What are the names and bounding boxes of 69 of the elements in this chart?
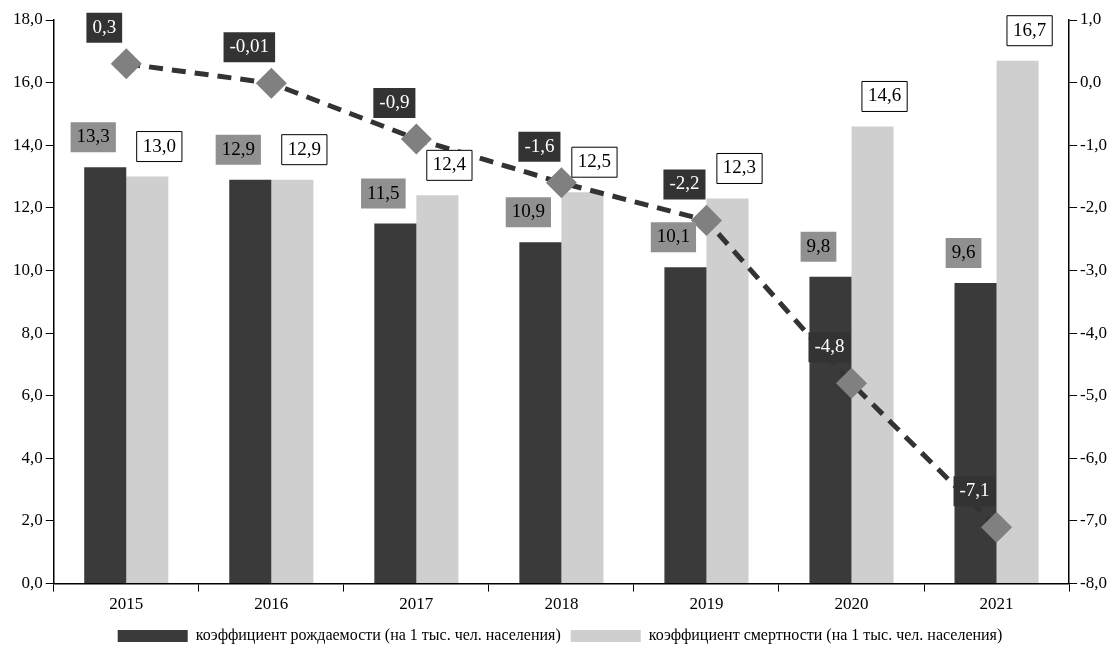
y2-tick-label: -8,0	[1080, 573, 1108, 593]
bar	[851, 126, 894, 584]
data-label: 12,3	[722, 156, 757, 178]
y2-tick-label: 1,0	[1080, 9, 1102, 29]
y-tick-label: 18,0	[13, 9, 43, 29]
y-tick-label: 8,0	[21, 322, 43, 342]
y2-tick-label: -1,0	[1080, 134, 1108, 154]
point	[401, 124, 431, 154]
point	[546, 168, 576, 198]
y2-tick-label: -7,0	[1080, 510, 1108, 530]
y2-tick-label: -2,0	[1080, 197, 1108, 217]
data-label: 0,3	[92, 15, 117, 37]
data-label: -4,8	[814, 335, 845, 357]
data-label: -0,9	[379, 90, 410, 112]
y-tick-label: 2,0	[21, 510, 43, 530]
data-label: 14,6	[867, 84, 902, 106]
data-label: 9,8	[806, 234, 831, 256]
point	[837, 368, 867, 398]
bar	[84, 167, 127, 584]
bar	[416, 195, 459, 584]
y2-tick-label: -4,0	[1080, 322, 1108, 342]
bar	[664, 267, 707, 584]
data-label: 12,9	[287, 137, 321, 159]
data-label: -7,1	[959, 479, 990, 501]
y-tick-label: 14,0	[13, 134, 43, 154]
x-tick-label: 2015	[109, 594, 144, 614]
y-tick-label: 16,0	[13, 72, 43, 92]
bar	[519, 242, 562, 584]
y-tick-label: 0,0	[21, 573, 43, 593]
x-tick-label: 2016	[254, 594, 289, 614]
y2-tick-label: -3,0	[1080, 259, 1108, 279]
data-label: -2,2	[669, 172, 700, 194]
bar	[271, 179, 314, 584]
x-tick-label: 2018	[544, 594, 579, 614]
y2-tick-label: 0,0	[1080, 72, 1102, 92]
x-tick-label: 2020	[834, 594, 869, 614]
y-tick-label: 4,0	[21, 447, 43, 467]
legend-label: коэффициент смертности (на 1 тыс. чел. населения)	[648, 626, 1003, 645]
x-tick-label: 2017	[399, 594, 434, 614]
data-label: 11,5	[367, 181, 400, 203]
data-label: -0,01	[229, 35, 270, 57]
x-tick-label: 2021	[979, 594, 1014, 614]
point	[691, 205, 721, 235]
data-label: 12,9	[221, 137, 255, 159]
bar	[561, 192, 604, 584]
data-label: 13,3	[76, 125, 110, 147]
data-label: 12,5	[577, 150, 612, 172]
data-label: 16,7	[1012, 18, 1047, 40]
bar	[706, 198, 749, 584]
data-label: -1,6	[524, 134, 555, 156]
legend-label: коэффициент рождаемости (на 1 тыс. чел. населения)	[195, 626, 561, 645]
data-label: 10,1	[656, 225, 691, 247]
bar	[996, 60, 1039, 584]
point	[111, 49, 141, 79]
point	[256, 68, 286, 98]
point	[982, 512, 1012, 542]
y2-tick-label: -5,0	[1080, 385, 1108, 405]
y-tick-label: 10,0	[13, 259, 43, 279]
x-tick-label: 2019	[689, 594, 724, 614]
bar	[126, 176, 169, 584]
y2-tick-label: -6,0	[1080, 447, 1108, 467]
bar	[374, 223, 417, 584]
bar	[229, 179, 272, 584]
y-tick-label: 12,0	[13, 197, 43, 217]
data-label: 13,0	[142, 134, 176, 156]
data-label: 10,9	[511, 200, 546, 222]
y-tick-label: 6,0	[21, 385, 43, 405]
data-label: 12,4	[432, 153, 467, 175]
data-label: 9,6	[951, 241, 976, 262]
